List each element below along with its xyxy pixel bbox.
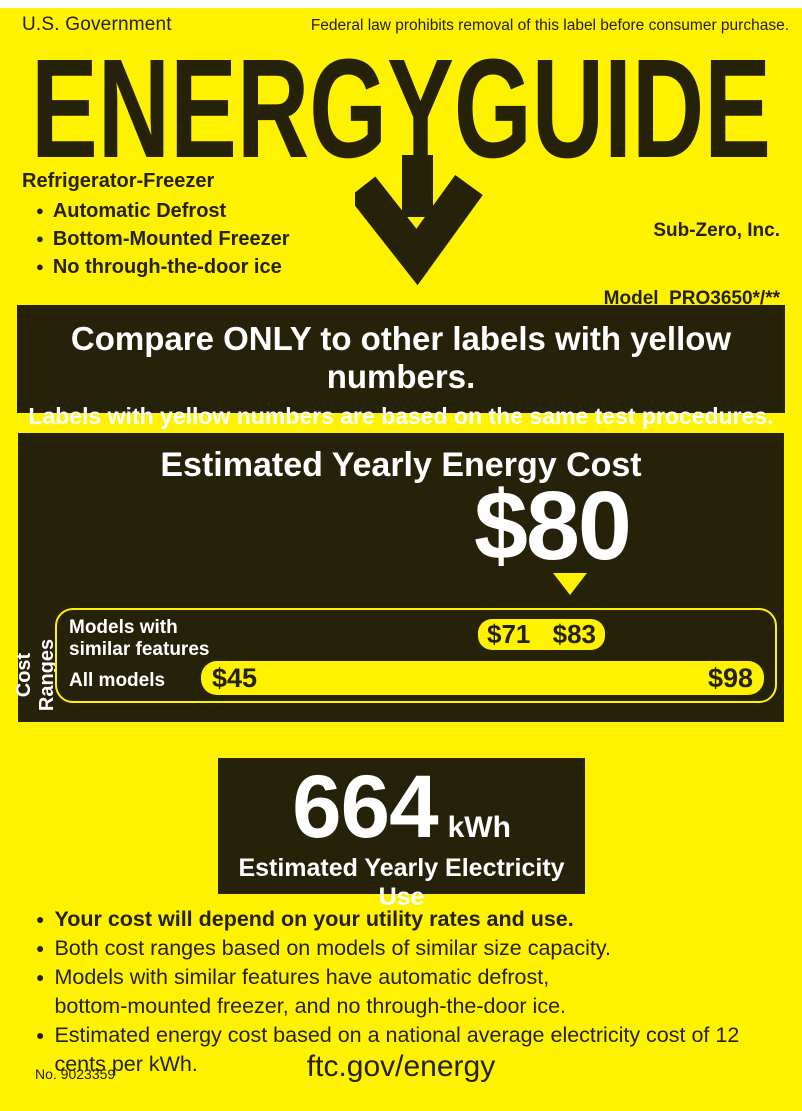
- electricity-use-value: 664: [292, 756, 438, 856]
- energyguide-logo: ENERGYGUIDE: [31, 50, 771, 166]
- electricity-use-caption: Estimated Yearly Electricity Use: [238, 854, 565, 912]
- note-item: ● Estimated energy cost based on a natio…: [36, 1021, 776, 1079]
- note-text: Both cost ranges based on models of simi…: [54, 936, 611, 960]
- similar-models-range-bar: $71 $83: [478, 619, 605, 650]
- all-models-range-bar: $45 $98: [201, 661, 764, 695]
- energy-cost-title: Estimated Yearly Energy Cost: [160, 446, 642, 484]
- energy-guide-label: U.S. Government Federal law prohibits re…: [0, 8, 802, 1111]
- notes-list: ● Your cost will depend on your utility …: [36, 905, 776, 1079]
- similar-models-max: $83: [552, 619, 596, 649]
- model-number: Model PRO3650*/**: [603, 287, 780, 309]
- electricity-use-value-row: 664 kWh: [218, 756, 585, 856]
- note-text: Models with similar features have automa…: [54, 965, 566, 1018]
- electricity-use-panel: 664 kWh Estimated Yearly Electricity Use: [218, 756, 585, 911]
- electricity-use-unit: kWh: [447, 811, 511, 844]
- note-item: ● Models with similar features have auto…: [36, 963, 776, 1021]
- product-category: Refrigerator-Freezer: [22, 170, 215, 192]
- bullet-icon: ●: [36, 969, 45, 985]
- compare-banner-subline: Labels with yellow numbers are based on …: [28, 403, 774, 429]
- feature-item: ● No through-the-door ice: [36, 257, 290, 277]
- compare-banner-headline: Compare ONLY to other labels with yellow…: [70, 320, 732, 395]
- product-info: Refrigerator-Freezer ● Automatic Defrost…: [22, 170, 290, 277]
- note-item: ● Both cost ranges based on models of si…: [36, 934, 776, 963]
- feature-label: No through-the-door ice: [52, 256, 282, 278]
- cost-ranges-box: Models with similar features $71 $83 All…: [55, 608, 777, 703]
- cost-ranges-axis-label: Cost Ranges: [13, 638, 58, 712]
- all-models-label: All models: [69, 670, 166, 691]
- ftc-website-text: ftc.gov/energy: [306, 1050, 496, 1083]
- similar-models-label: Models with similar features: [69, 617, 210, 660]
- all-models-min: $45: [212, 662, 258, 693]
- feature-item: ● Automatic Defrost: [36, 201, 290, 221]
- note-text: Estimated energy cost based on a nationa…: [54, 1023, 740, 1076]
- label-number: No. 9023359: [35, 1066, 116, 1082]
- feature-label: Automatic Defrost: [52, 200, 227, 222]
- down-arrow-icon: [355, 155, 483, 286]
- manufacturer-name: Sub-Zero, Inc.: [653, 220, 780, 241]
- bullet-icon: ●: [36, 259, 44, 274]
- note-item: ● Your cost will depend on your utility …: [36, 905, 776, 934]
- federal-law-notice: Federal law prohibits removal of this la…: [310, 17, 789, 34]
- cost-pointer-icon: [553, 573, 587, 595]
- all-models-max: $98: [707, 662, 753, 693]
- bullet-icon: ●: [36, 911, 45, 927]
- note-text: Your cost will depend on your utility ra…: [54, 907, 574, 931]
- bullet-icon: ●: [36, 1027, 45, 1043]
- feature-label: Bottom-Mounted Freezer: [52, 228, 290, 250]
- bullet-icon: ●: [36, 940, 45, 956]
- similar-models-min: $71: [487, 619, 531, 649]
- energy-cost-panel: Estimated Yearly Energy Cost $80 Cost Ra…: [13, 433, 784, 722]
- us-government-text: U.S. Government: [22, 14, 172, 35]
- feature-item: ● Bottom-Mounted Freezer: [36, 229, 290, 249]
- energyguide-logo-text: ENERGYGUIDE: [31, 50, 771, 166]
- compare-banner: Compare ONLY to other labels with yellow…: [17, 305, 785, 429]
- estimated-cost-value: $80: [474, 471, 632, 580]
- bullet-icon: ●: [36, 231, 44, 246]
- bullet-icon: ●: [36, 203, 44, 218]
